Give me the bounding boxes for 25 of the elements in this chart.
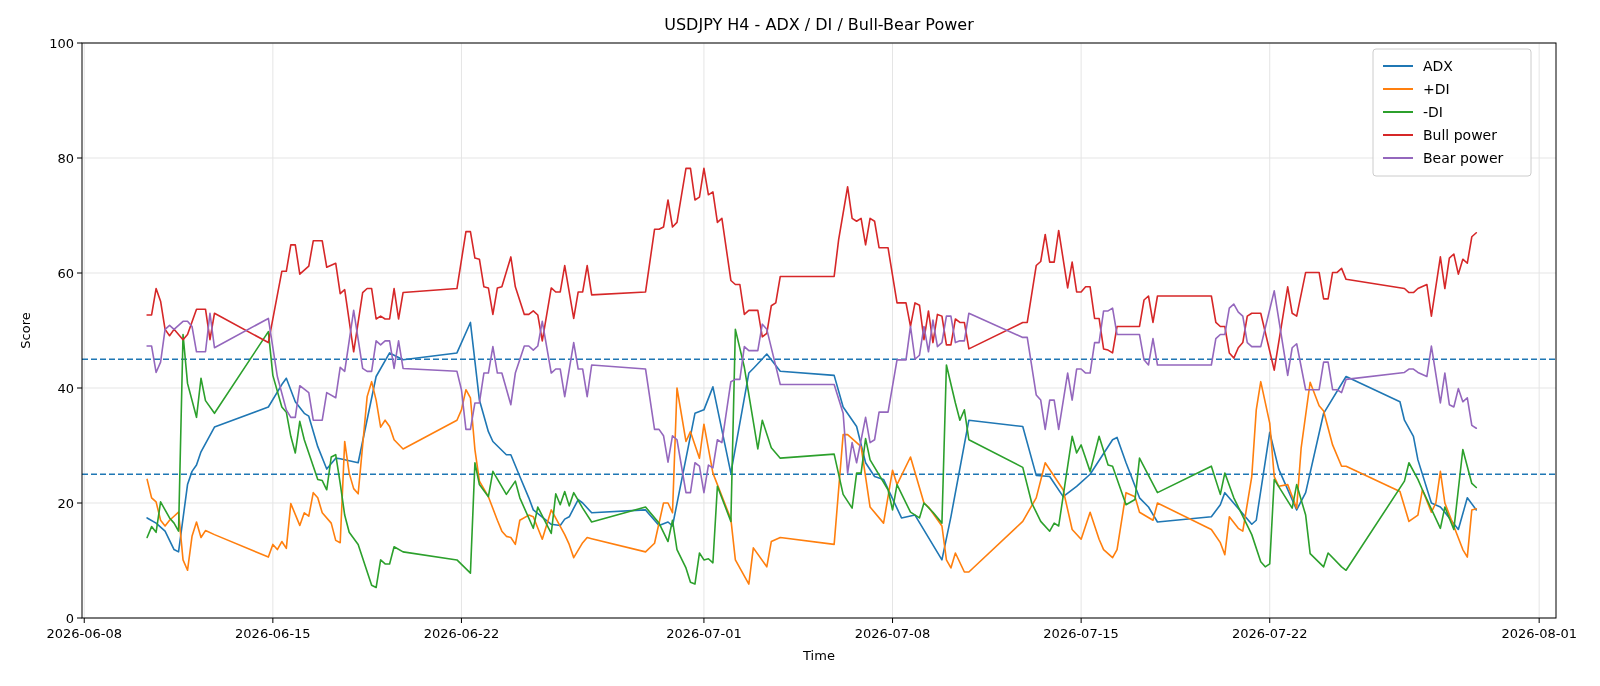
y-tick-label: 20 <box>57 496 74 511</box>
x-tick-label: 2026-07-15 <box>1043 626 1119 641</box>
y-tick-label: 40 <box>57 381 74 396</box>
x-tick-label: 2026-06-15 <box>235 626 311 641</box>
legend-label: Bull power <box>1423 127 1498 143</box>
line-series <box>146 290 1478 494</box>
legend-label: -DI <box>1423 104 1443 120</box>
y-tick-label: 100 <box>49 36 74 51</box>
y-tick-label: 80 <box>57 151 74 166</box>
chart-title: USDJPY H4 - ADX / DI / Bull-Bear Power <box>664 15 975 34</box>
x-axis-title: Time <box>802 648 835 663</box>
legend-label: Bear power <box>1423 150 1504 166</box>
legend-label: ADX <box>1423 58 1454 74</box>
x-tick-label: 2026-06-22 <box>423 626 500 641</box>
x-tick-label: 2026-06-08 <box>46 626 123 641</box>
y-tick-label: 60 <box>57 266 74 281</box>
line-series <box>146 380 1478 585</box>
line-series <box>146 167 1478 371</box>
x-tick-label: 2026-07-01 <box>666 626 742 641</box>
y-tick-label: 0 <box>65 611 74 626</box>
x-tick-label: 2026-07-08 <box>854 626 931 641</box>
x-tick-label: 2026-07-22 <box>1231 626 1308 641</box>
x-tick-label: 2026-08-01 <box>1501 626 1577 641</box>
legend-label: +DI <box>1423 81 1450 97</box>
y-axis-title: Score <box>18 312 33 349</box>
